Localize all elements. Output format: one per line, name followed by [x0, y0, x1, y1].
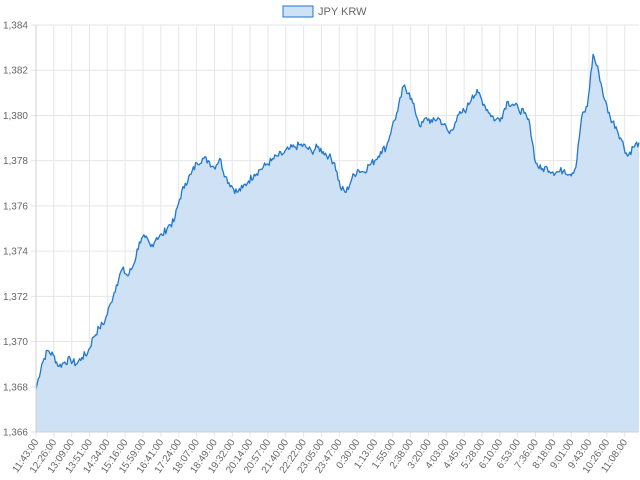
y-tick-label: 1,382	[3, 66, 28, 77]
y-tick-label: 1,366	[3, 428, 28, 439]
y-tick-label: 1,370	[3, 337, 28, 348]
y-tick-label: 1,368	[3, 382, 28, 393]
y-tick-label: 1,374	[3, 247, 28, 258]
series-line-jpy-krw[interactable]	[35, 53, 640, 390]
y-tick-label: 1,372	[3, 292, 28, 303]
plot-area	[35, 53, 640, 432]
y-tick-label: 1,384	[3, 21, 28, 32]
legend-label-jpy-krw: JPY KRW	[318, 6, 367, 18]
y-tick-label: 1,380	[3, 111, 28, 122]
legend-swatch-jpy-krw	[282, 5, 314, 18]
x-axis: 11:43:0012:26:0013:09:0013:51:0014:34:00…	[11, 431, 639, 476]
y-tick-label: 1,376	[3, 201, 28, 212]
series-area-jpy-krw	[36, 54, 639, 432]
y-tick-label: 1,378	[3, 156, 28, 167]
legend[interactable]: JPY KRW	[282, 5, 367, 18]
y-axis: 1,366 1,368 1,370 1,372 1,374 1,376 1,378 1,380…	[3, 21, 37, 439]
